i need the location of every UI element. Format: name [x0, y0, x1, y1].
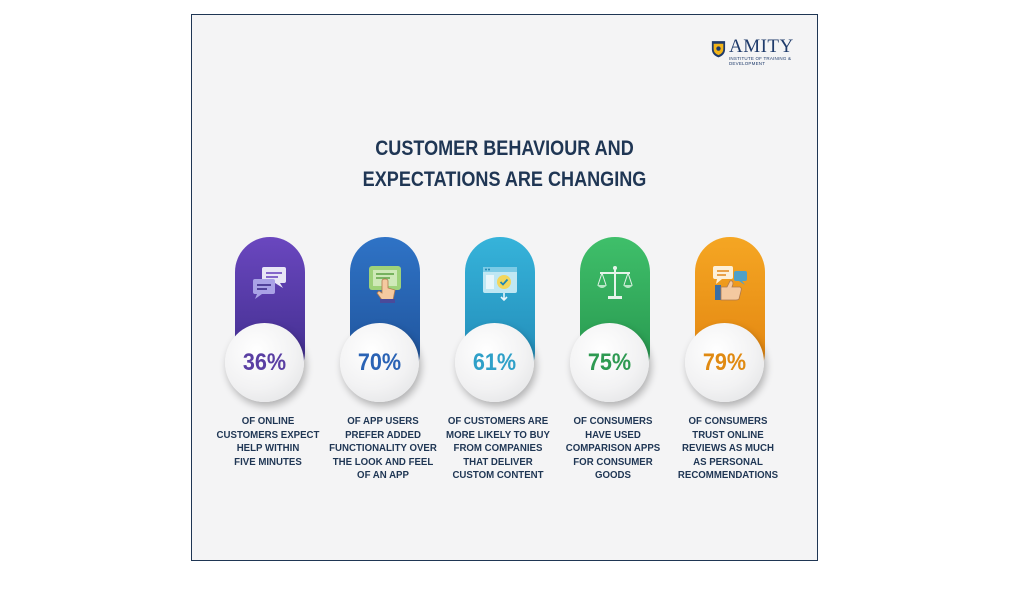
thumbs-up-review-icon: [713, 266, 747, 301]
amity-logo: AMITY INSTITUTE OF TRAINING & DEVELOPMEN…: [711, 37, 817, 66]
stat-description: OF CUSTOMERS ARE MORE LIKELY TO BUY FROM…: [443, 415, 553, 483]
title-line-2: EXPECTATIONS ARE CHANGING: [362, 168, 647, 191]
desc-line: OF ONLINE: [241, 415, 295, 427]
desc-line: THE LOOK AND FEEL: [332, 455, 434, 468]
percent-disc: 61%: [455, 323, 534, 402]
stat-percent: 36%: [242, 349, 287, 376]
stat-description: OF CONSUMERS HAVE USED COMPARISON APPS F…: [558, 415, 668, 483]
shield-crest-icon: [711, 41, 726, 58]
percent-disc: 79%: [685, 323, 764, 402]
desc-line: TRUST ONLINE: [692, 428, 764, 441]
stat-percent: 70%: [357, 349, 402, 376]
desc-line: OF AN APP: [357, 469, 409, 481]
desc-line: REVIEWS AS MUCH: [682, 442, 774, 454]
logo-subtitle: INSTITUTE OF TRAINING & DEVELOPMENT: [728, 56, 792, 66]
desc-line: THAT DELIVER: [463, 455, 533, 468]
stat-description: OF ONLINE CUSTOMERS EXPECT HELP WITHIN F…: [213, 415, 323, 469]
stat-percent: 75%: [587, 349, 632, 376]
desc-line: OF CUSTOMERS ARE: [447, 415, 549, 427]
desc-line: GOODS: [595, 469, 631, 481]
desc-line: PREFER ADDED: [345, 428, 421, 441]
stat-percent: 79%: [702, 349, 747, 376]
percent-disc: 36%: [225, 323, 304, 402]
desc-line: MORE LIKELY TO BUY: [446, 428, 550, 441]
desc-line: HELP WITHIN: [236, 442, 300, 454]
desc-line: OF APP USERS: [347, 415, 419, 427]
balance-scale-icon: [597, 266, 633, 299]
desc-line: RECOMMENDATIONS: [677, 469, 779, 481]
infographic-card: AMITY INSTITUTE OF TRAINING & DEVELOPMEN…: [191, 14, 818, 561]
desc-line: OF CONSUMERS: [573, 415, 653, 427]
desc-line: CUSTOMERS EXPECT: [216, 428, 320, 441]
desc-line: COMPARISON APPS: [565, 442, 661, 454]
desc-line: FUNCTIONALITY OVER: [329, 442, 437, 454]
desc-line: CUSTOM CONTENT: [452, 469, 544, 481]
title-line-1: CUSTOMER BEHAVIOUR AND: [375, 137, 634, 160]
stat-description: OF CONSUMERS TRUST ONLINE REVIEWS AS MUC…: [673, 415, 783, 483]
stat-percent: 61%: [472, 349, 517, 376]
percent-disc: 75%: [570, 323, 649, 402]
tablet-touch-icon: [369, 266, 401, 303]
desc-line: HAVE USED: [585, 428, 641, 441]
percent-disc: 70%: [340, 323, 419, 402]
desc-line: FROM COMPANIES: [453, 442, 543, 454]
chat-bubbles-icon: [253, 267, 286, 299]
desc-line: OF CONSUMERS: [688, 415, 768, 427]
stat-description: OF APP USERS PREFER ADDED FUNCTIONALITY …: [328, 415, 438, 483]
page-title: CUSTOMER BEHAVIOUR AND EXPECTATIONS ARE …: [236, 133, 774, 195]
custom-content-icon: [483, 267, 517, 302]
logo-name: AMITY: [728, 36, 794, 57]
desc-line: AS PERSONAL: [693, 455, 763, 468]
desc-line: FIVE MINUTES: [234, 455, 302, 468]
desc-line: FOR CONSUMER: [573, 455, 653, 468]
